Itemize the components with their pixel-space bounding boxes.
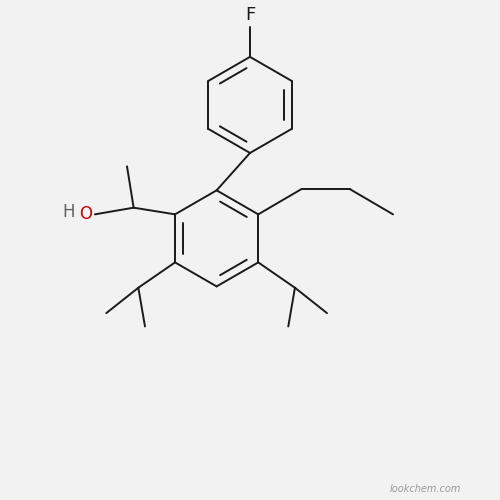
Text: H: H — [62, 202, 75, 220]
Text: lookchem.com: lookchem.com — [390, 484, 462, 494]
Text: F: F — [245, 6, 255, 24]
Text: O: O — [80, 206, 92, 224]
